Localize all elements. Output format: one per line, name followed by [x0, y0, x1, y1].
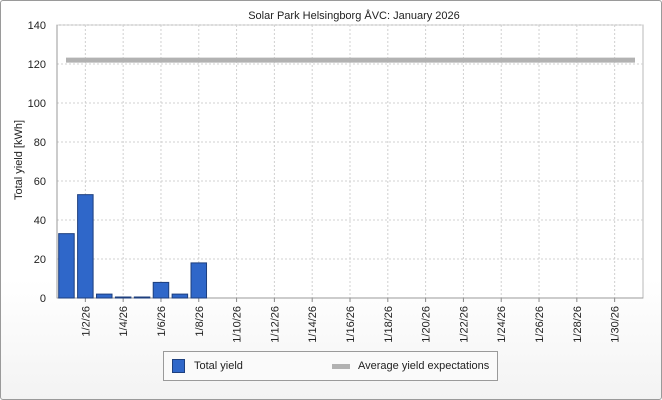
- x-tick-label: 1/16/26: [345, 306, 357, 343]
- x-tick-label: 1/10/26: [232, 306, 244, 343]
- x-tick-label: 1/22/26: [458, 306, 470, 343]
- bar-total-yield: [114, 296, 132, 299]
- legend-label-total-yield: Total yield: [194, 360, 243, 372]
- legend-swatch-average-yield-expectations: [332, 363, 350, 369]
- y-tick-label: 80: [34, 137, 46, 149]
- y-tick-label: 120: [28, 59, 46, 71]
- x-tick-label: 1/20/26: [421, 306, 433, 343]
- y-axis-label: Total yield [kWh]: [13, 120, 25, 200]
- y-tick-label: 40: [34, 215, 46, 227]
- x-tick-label: 1/6/26: [156, 306, 168, 337]
- legend-swatch-total-yield: [172, 359, 185, 373]
- bar-total-yield: [58, 233, 75, 299]
- bar-total-yield: [152, 281, 170, 299]
- x-tick-label: 1/2/26: [80, 306, 92, 337]
- x-tick-label: 1/8/26: [194, 306, 206, 337]
- bar-total-yield: [190, 262, 208, 299]
- y-tick-label: 20: [34, 254, 46, 266]
- legend-item-average-yield-expectations: Average yield expectations: [332, 352, 489, 380]
- legend: Total yield Average yield expectations: [163, 351, 498, 381]
- bar-total-yield: [96, 293, 113, 299]
- x-tick-label: 1/18/26: [383, 306, 395, 343]
- x-tick-label: 1/12/26: [269, 306, 281, 343]
- bar-total-yield: [171, 293, 189, 299]
- legend-label-average-yield-expectations: Average yield expectations: [358, 360, 490, 372]
- legend-item-total-yield: Total yield: [172, 352, 243, 380]
- x-tick-label: 1/24/26: [496, 306, 508, 343]
- y-tick-label: 100: [28, 98, 46, 110]
- x-tick-label: 1/30/26: [610, 306, 622, 343]
- y-tick-label: 60: [34, 176, 46, 188]
- x-tick-label: 1/28/26: [572, 306, 584, 343]
- chart-title: Solar Park Helsingborg ÅVC: January 2026: [248, 9, 460, 22]
- y-tick-label: 140: [28, 20, 46, 32]
- bar-total-yield: [77, 194, 94, 299]
- x-tick-label: 1/14/26: [307, 306, 319, 343]
- bar-total-yield: [133, 296, 151, 299]
- x-tick-label: 1/4/26: [118, 306, 130, 337]
- x-tick-label: 1/26/26: [534, 306, 546, 343]
- y-tick-label: 0: [40, 293, 46, 305]
